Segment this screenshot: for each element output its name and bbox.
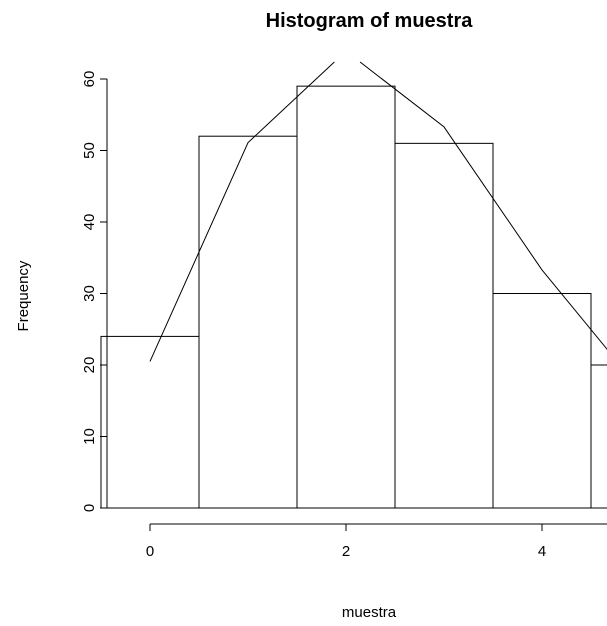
y-axis: 0 10 20 30 40 50 60 bbox=[81, 71, 108, 512]
chart-title: Histogram of muestra bbox=[266, 10, 474, 32]
x-tick-label: 2 bbox=[342, 543, 350, 560]
x-axis: 02468 bbox=[146, 523, 607, 560]
histogram-bar bbox=[492, 293, 592, 509]
y-tick-label: 60 bbox=[81, 71, 98, 88]
histogram-bar bbox=[590, 364, 607, 509]
density-curve bbox=[149, 61, 607, 362]
y-axis-label: Frequency bbox=[15, 260, 32, 331]
x-axis-label: muestra bbox=[342, 604, 397, 621]
y-tick-label: 0 bbox=[81, 504, 98, 512]
histogram-bar bbox=[198, 135, 298, 509]
histogram-bar bbox=[296, 85, 396, 509]
y-tick-label: 40 bbox=[81, 214, 98, 231]
x-tick-label: 4 bbox=[538, 543, 546, 560]
y-tick-label: 20 bbox=[81, 357, 98, 374]
x-tick-label: 0 bbox=[146, 543, 154, 560]
bars-group bbox=[100, 85, 607, 509]
histogram-bar bbox=[394, 142, 494, 509]
y-tick-label: 30 bbox=[81, 285, 98, 302]
y-tick-label: 50 bbox=[81, 142, 98, 159]
histogram-bar bbox=[100, 335, 200, 509]
y-tick-label: 10 bbox=[81, 428, 98, 445]
